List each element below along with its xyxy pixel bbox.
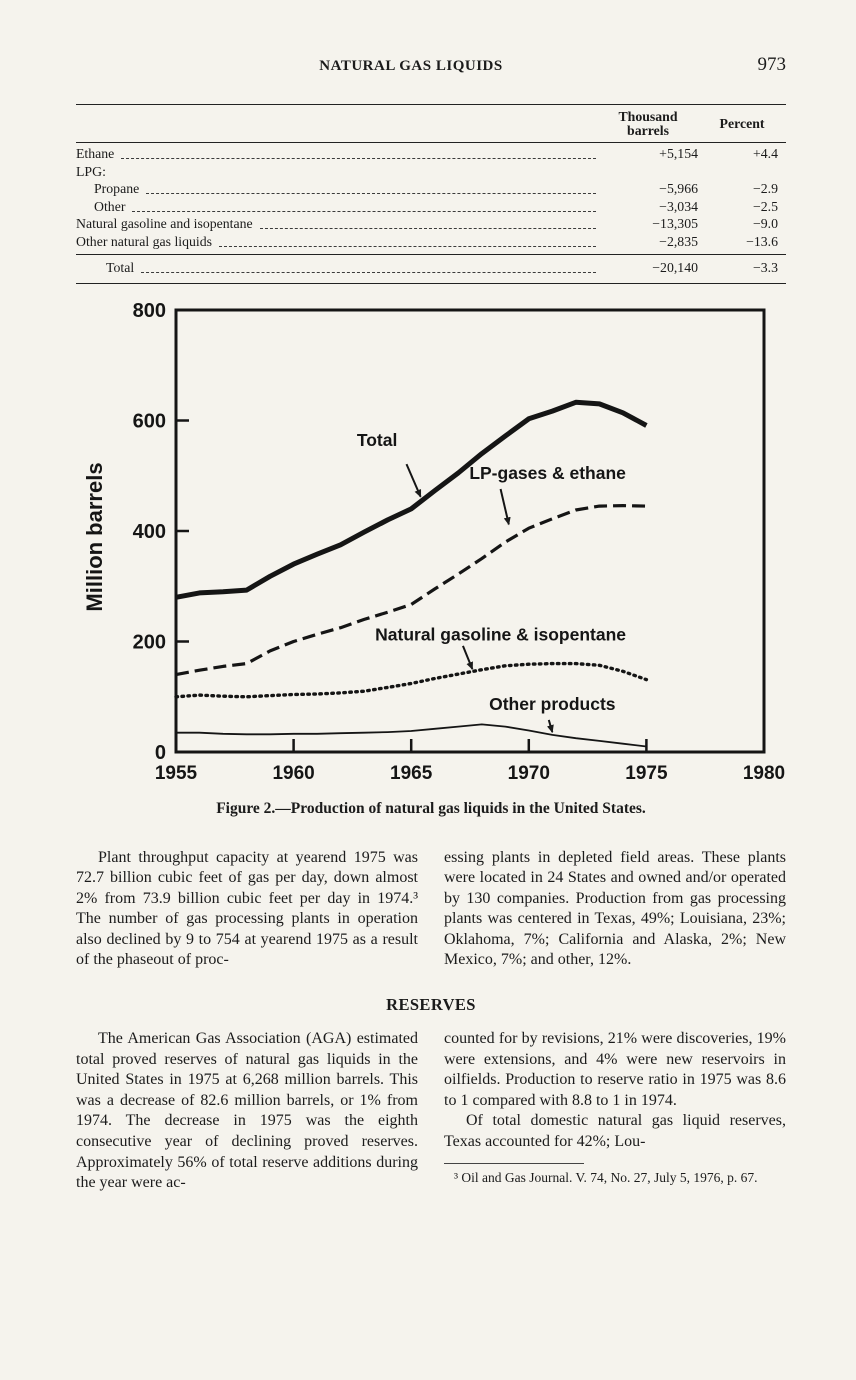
body-text: Plant throughput capacity at yearend 197… bbox=[76, 848, 786, 1194]
value-thousand-barrels: −2,835 bbox=[659, 233, 698, 249]
dot-leader bbox=[121, 158, 596, 159]
row-label: Other bbox=[94, 198, 126, 214]
table-row: Propane −5,966 −2.9 bbox=[76, 181, 786, 198]
paragraph: The American Gas Association (AGA) estim… bbox=[76, 1030, 418, 1192]
figure-chart: Million barrels 0 200 400 600 800 1955 1960 196… bbox=[82, 300, 785, 784]
running-title: NATURAL GAS LIQUIDS bbox=[319, 58, 503, 74]
table-total-row: Total −20,140 −3.3 bbox=[76, 256, 786, 282]
annotation-arrow bbox=[462, 645, 474, 670]
value-percent: −9.0 bbox=[752, 216, 778, 231]
column-header-percent: Percent bbox=[719, 116, 765, 131]
x-tick-label: 1975 bbox=[625, 763, 668, 784]
series-natural-gasoline-isopentane bbox=[174, 661, 649, 698]
page-header: NATURAL GAS LIQUIDS 973 bbox=[76, 54, 786, 82]
row-label: Propane bbox=[94, 181, 140, 196]
value-percent: −13.6 bbox=[746, 233, 778, 249]
column-header-line: barrels bbox=[627, 123, 669, 138]
y-tick-label: 0 bbox=[155, 742, 166, 764]
value-percent: −3.3 bbox=[752, 260, 778, 275]
value-percent: −2.5 bbox=[752, 198, 778, 214]
series-total bbox=[175, 399, 648, 600]
table-header-row: Thousand barrels Percent bbox=[76, 105, 786, 142]
value-thousand-barrels: −5,966 bbox=[659, 181, 698, 196]
table-row: Ethane +5,154 +4.4 bbox=[76, 146, 786, 163]
text-columns-1: Plant throughput capacity at yearend 197… bbox=[76, 848, 786, 972]
dot-leader bbox=[141, 272, 596, 273]
annotation-arrow bbox=[405, 463, 422, 498]
paragraph: Of total domestic natural gas liquid res… bbox=[444, 1112, 786, 1151]
row-label: LPG: bbox=[76, 163, 106, 179]
table-row: Other −3,034 −2.5 bbox=[76, 199, 786, 216]
value-thousand-barrels: −13,305 bbox=[652, 216, 698, 231]
y-tick-label: 200 bbox=[133, 631, 166, 653]
series-other-products bbox=[176, 722, 647, 747]
x-tick-label: 1960 bbox=[272, 763, 314, 784]
table-row: LPG: bbox=[76, 164, 786, 181]
x-tick-label: 1955 bbox=[155, 763, 198, 784]
dot-leader bbox=[219, 245, 596, 247]
annotation-arrow bbox=[547, 719, 554, 733]
y-axis-title: Million barrels bbox=[82, 462, 107, 611]
footnote: ³ Oil and Gas Journal. V. 74, No. 27, Ju… bbox=[454, 1169, 758, 1185]
table-row: Natural gasoline and isopentane −13,305 −9… bbox=[76, 216, 786, 233]
value-thousand-barrels: −20,140 bbox=[652, 260, 698, 275]
figure-caption: Figure 2.—Production of natural gas liqu… bbox=[216, 799, 646, 817]
annotation-arrow bbox=[499, 488, 511, 525]
value-percent: +4.4 bbox=[752, 146, 778, 161]
right-column: counted for by revisions, 21% were disco… bbox=[444, 1029, 786, 1194]
chart-annotation: LP-gases & ethane bbox=[469, 463, 626, 483]
chart-annotation: Natural gasoline & isopentane bbox=[375, 624, 626, 644]
paragraph: essing plants in depleted field areas. T… bbox=[444, 848, 786, 969]
plot-frame bbox=[174, 308, 766, 753]
chart-annotation: Total bbox=[357, 429, 398, 449]
table-header-rule bbox=[76, 142, 786, 143]
row-label: Total bbox=[106, 260, 135, 275]
stats-table-rows: Ethane +5,154 +4.4 LPG: Propane −5,966 −2.9 Oth… bbox=[76, 143, 786, 254]
paragraph: counted for by revisions, 21% were disco… bbox=[444, 1030, 786, 1109]
paragraph: Plant throughput capacity at yearend 197… bbox=[76, 848, 418, 969]
row-label: Other natural gas liquids bbox=[76, 233, 213, 249]
page-number: 973 bbox=[757, 54, 787, 75]
text-columns-2: The American Gas Association (AGA) estim… bbox=[76, 1029, 786, 1194]
series-lp-gases-ethane bbox=[175, 503, 647, 676]
y-tick-label: 400 bbox=[133, 521, 166, 543]
table-total-rule-top bbox=[76, 254, 786, 255]
dot-leader bbox=[146, 193, 596, 194]
x-tick-label: 1980 bbox=[743, 763, 785, 784]
x-tick-label: 1965 bbox=[390, 763, 433, 784]
table-top-rule bbox=[76, 104, 786, 105]
y-tick-label: 600 bbox=[133, 410, 166, 432]
stats-table: Thousand barrels Percent Ethane +5,154 +4.… bbox=[76, 104, 786, 284]
left-column: The American Gas Association (AGA) estim… bbox=[76, 1029, 418, 1194]
dot-leader bbox=[132, 210, 596, 212]
figure-2: Million barrels 0 200 400 600 800 1955 1960 196… bbox=[76, 294, 786, 818]
value-thousand-barrels: −3,034 bbox=[659, 198, 698, 214]
dot-leader bbox=[259, 228, 596, 229]
section-heading-reserves: RESERVES bbox=[386, 995, 476, 1015]
column-header-line: Thousand bbox=[618, 109, 678, 124]
row-label: Ethane bbox=[76, 146, 115, 161]
row-label: Natural gasoline and isopentane bbox=[76, 216, 253, 231]
column-header-thousand-barrels: Thousand barrels bbox=[598, 110, 698, 138]
value-percent: −2.9 bbox=[752, 181, 778, 196]
x-tick-label: 1970 bbox=[508, 763, 550, 784]
table-row: Other natural gas liquids −2,835 −13.6 bbox=[76, 234, 786, 251]
footnote-rule bbox=[444, 1162, 584, 1164]
y-tick-label: 800 bbox=[133, 300, 166, 322]
table-bottom-rule bbox=[76, 282, 786, 284]
chart-annotation: Other products bbox=[489, 694, 616, 714]
value-thousand-barrels: +5,154 bbox=[659, 146, 698, 161]
